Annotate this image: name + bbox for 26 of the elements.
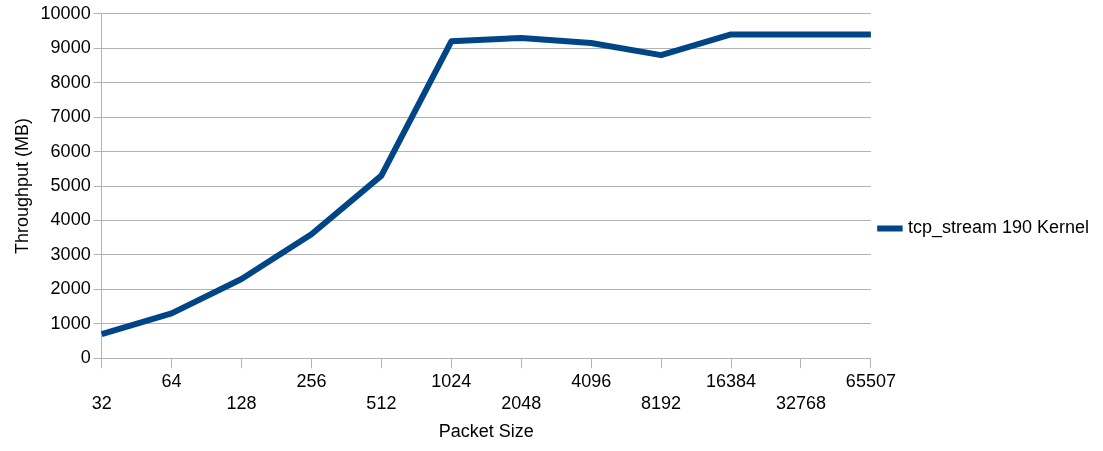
x-tick-label: 256 xyxy=(296,370,327,391)
x-axis-title: Packet Size xyxy=(438,421,534,442)
x-tick-label: 16384 xyxy=(706,370,757,391)
x-tick-label: 2048 xyxy=(501,392,542,413)
y-axis-title: Throughput (MB) xyxy=(11,117,32,255)
y-tick-label: 4000 xyxy=(50,209,91,230)
y-tick-label: 10000 xyxy=(40,2,91,23)
y-tick-label: 9000 xyxy=(50,37,91,58)
y-tick-label: 6000 xyxy=(50,140,91,161)
x-tick-label: 128 xyxy=(226,392,257,413)
y-tick-label: 0 xyxy=(80,347,91,368)
x-tick-label: 32768 xyxy=(775,392,826,413)
legend-label: tcp_stream 190 Kernel xyxy=(907,217,1090,239)
x-tick-label: 4096 xyxy=(571,370,612,391)
x-tick-label: 1024 xyxy=(431,370,472,391)
x-tick-label: 512 xyxy=(366,392,397,413)
y-tick-label: 1000 xyxy=(50,312,91,333)
y-tick-label: 8000 xyxy=(50,71,91,92)
y-tick-label: 2000 xyxy=(50,278,91,299)
y-tick-label: 5000 xyxy=(50,174,91,195)
y-tick-label: 3000 xyxy=(50,243,91,264)
x-tick-label: 32 xyxy=(91,392,112,413)
x-tick-label: 8192 xyxy=(641,392,682,413)
y-tick-label: 7000 xyxy=(50,106,91,127)
x-tick-label: 64 xyxy=(161,370,182,391)
x-tick-label: 65507 xyxy=(845,370,896,391)
